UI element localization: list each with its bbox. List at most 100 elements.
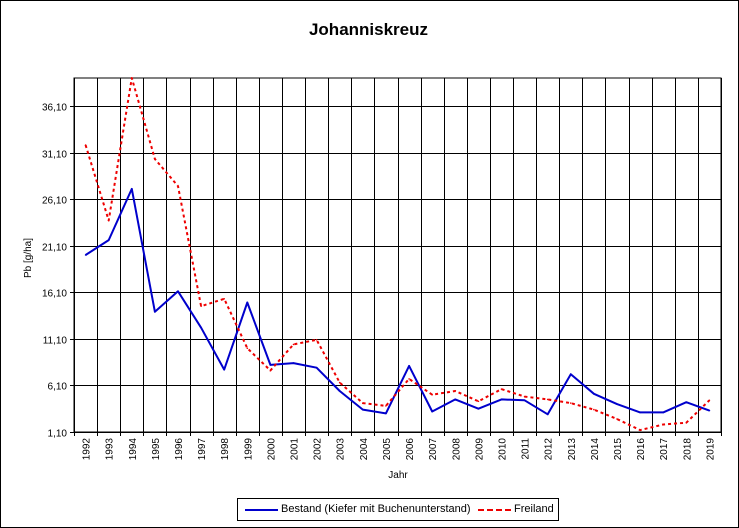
x-tick-label: 2000: [266, 438, 277, 461]
y-tick-label: 31,10: [42, 150, 67, 161]
point-freiland: [546, 398, 549, 401]
point-freiland: [84, 144, 87, 146]
point-bestand: [454, 398, 457, 401]
point-bestand: [269, 364, 272, 366]
x-tick-label: 1998: [220, 438, 231, 461]
x-tick-label: 2012: [544, 438, 555, 461]
x-tick-label: 2004: [359, 438, 370, 461]
x-tick-label: 2011: [521, 438, 532, 460]
point-bestand: [662, 411, 664, 414]
point-freiland: [570, 402, 572, 404]
chart-title: Johanniskreuz: [308, 20, 429, 39]
point-freiland: [616, 418, 618, 420]
x-tick-label: 2009: [474, 438, 485, 461]
x-tick-label: 1994: [128, 438, 139, 461]
y-tick-label: 16,10: [42, 289, 67, 300]
legend-label-freiland: Freiland: [514, 503, 554, 515]
point-freiland: [338, 381, 341, 384]
point-bestand: [385, 412, 387, 415]
x-tick-label: 1996: [174, 438, 185, 461]
x-tick-label: 2010: [497, 438, 508, 461]
point-bestand: [177, 290, 179, 293]
point-freiland: [454, 390, 457, 392]
x-tick-label: 2016: [636, 438, 647, 461]
point-freiland: [292, 343, 295, 346]
point-freiland: [385, 405, 387, 407]
x-tick-label: 2005: [382, 438, 393, 461]
point-freiland: [269, 369, 272, 372]
point-freiland: [408, 378, 410, 380]
point-bestand: [200, 326, 202, 329]
point-freiland: [200, 305, 202, 308]
y-axis-label: Pb [g/ha]: [23, 238, 34, 278]
legend-swatch-freiland: [478, 509, 511, 511]
plot-area: [73, 77, 722, 433]
point-bestand: [685, 401, 688, 404]
y-tick-label: 6,10: [48, 382, 68, 393]
point-bestand: [639, 411, 641, 414]
point-bestand: [338, 390, 341, 392]
point-bestand: [570, 373, 572, 376]
point-freiland: [107, 219, 110, 222]
point-bestand: [593, 393, 595, 395]
point-freiland: [662, 423, 664, 426]
point-bestand: [431, 410, 434, 413]
point-bestand: [315, 366, 318, 369]
point-bestand: [477, 407, 480, 410]
point-freiland: [523, 395, 526, 398]
point-bestand: [223, 368, 225, 371]
point-freiland: [477, 400, 480, 403]
x-tick-label: 2003: [336, 438, 347, 461]
point-freiland: [500, 388, 503, 390]
x-tick-label: 1992: [82, 438, 93, 461]
point-bestand: [523, 399, 526, 402]
series-line-bestand: [85, 187, 710, 416]
point-freiland: [685, 421, 688, 424]
legend: Bestand (Kiefer mit Buchenunterstand) Fr…: [237, 498, 559, 521]
x-tick-label: 1993: [105, 438, 116, 461]
x-tick-label: 2001: [290, 438, 301, 461]
x-tick-label: 1995: [151, 438, 162, 461]
point-bestand: [246, 301, 249, 304]
point-bestand: [708, 409, 711, 412]
x-axis-label: Jahr: [388, 470, 408, 481]
x-tick-label: 1997: [197, 438, 208, 461]
point-bestand: [154, 311, 156, 313]
x-tick-label: 2019: [705, 438, 716, 461]
y-tick-label: 21,10: [42, 243, 67, 254]
legend-swatch-bestand: [245, 509, 278, 511]
x-tick-label: 2002: [313, 438, 324, 461]
point-bestand: [107, 239, 110, 241]
point-freiland: [639, 429, 641, 431]
point-freiland: [154, 158, 156, 160]
point-bestand: [500, 398, 503, 401]
x-tick-label: 2007: [428, 438, 439, 461]
point-bestand: [362, 408, 364, 411]
point-bestand: [408, 365, 410, 367]
y-tick-label: 1,10: [48, 429, 68, 440]
point-freiland: [362, 402, 364, 404]
point-bestand: [131, 188, 133, 190]
y-tick-label: 11,10: [43, 336, 68, 347]
point-freiland: [131, 77, 133, 79]
point-freiland: [431, 393, 434, 396]
point-bestand: [292, 362, 295, 364]
point-freiland: [223, 298, 225, 300]
x-tick-label: 2015: [613, 438, 624, 461]
point-freiland: [246, 347, 249, 350]
point-bestand: [84, 254, 87, 256]
x-tick-label: 2014: [590, 438, 601, 461]
x-tick-label: 2017: [659, 438, 670, 461]
point-freiland: [593, 408, 595, 411]
x-tick-label: 2013: [567, 438, 578, 461]
x-tick-label: 1999: [243, 438, 254, 461]
point-freiland: [315, 339, 318, 341]
x-tick-label: 2018: [682, 438, 693, 461]
series-line-freiland: [84, 77, 711, 432]
point-freiland: [708, 399, 711, 402]
x-tick-label: 2006: [405, 438, 416, 461]
point-bestand: [616, 403, 618, 405]
x-tick-label: 2008: [451, 438, 462, 461]
